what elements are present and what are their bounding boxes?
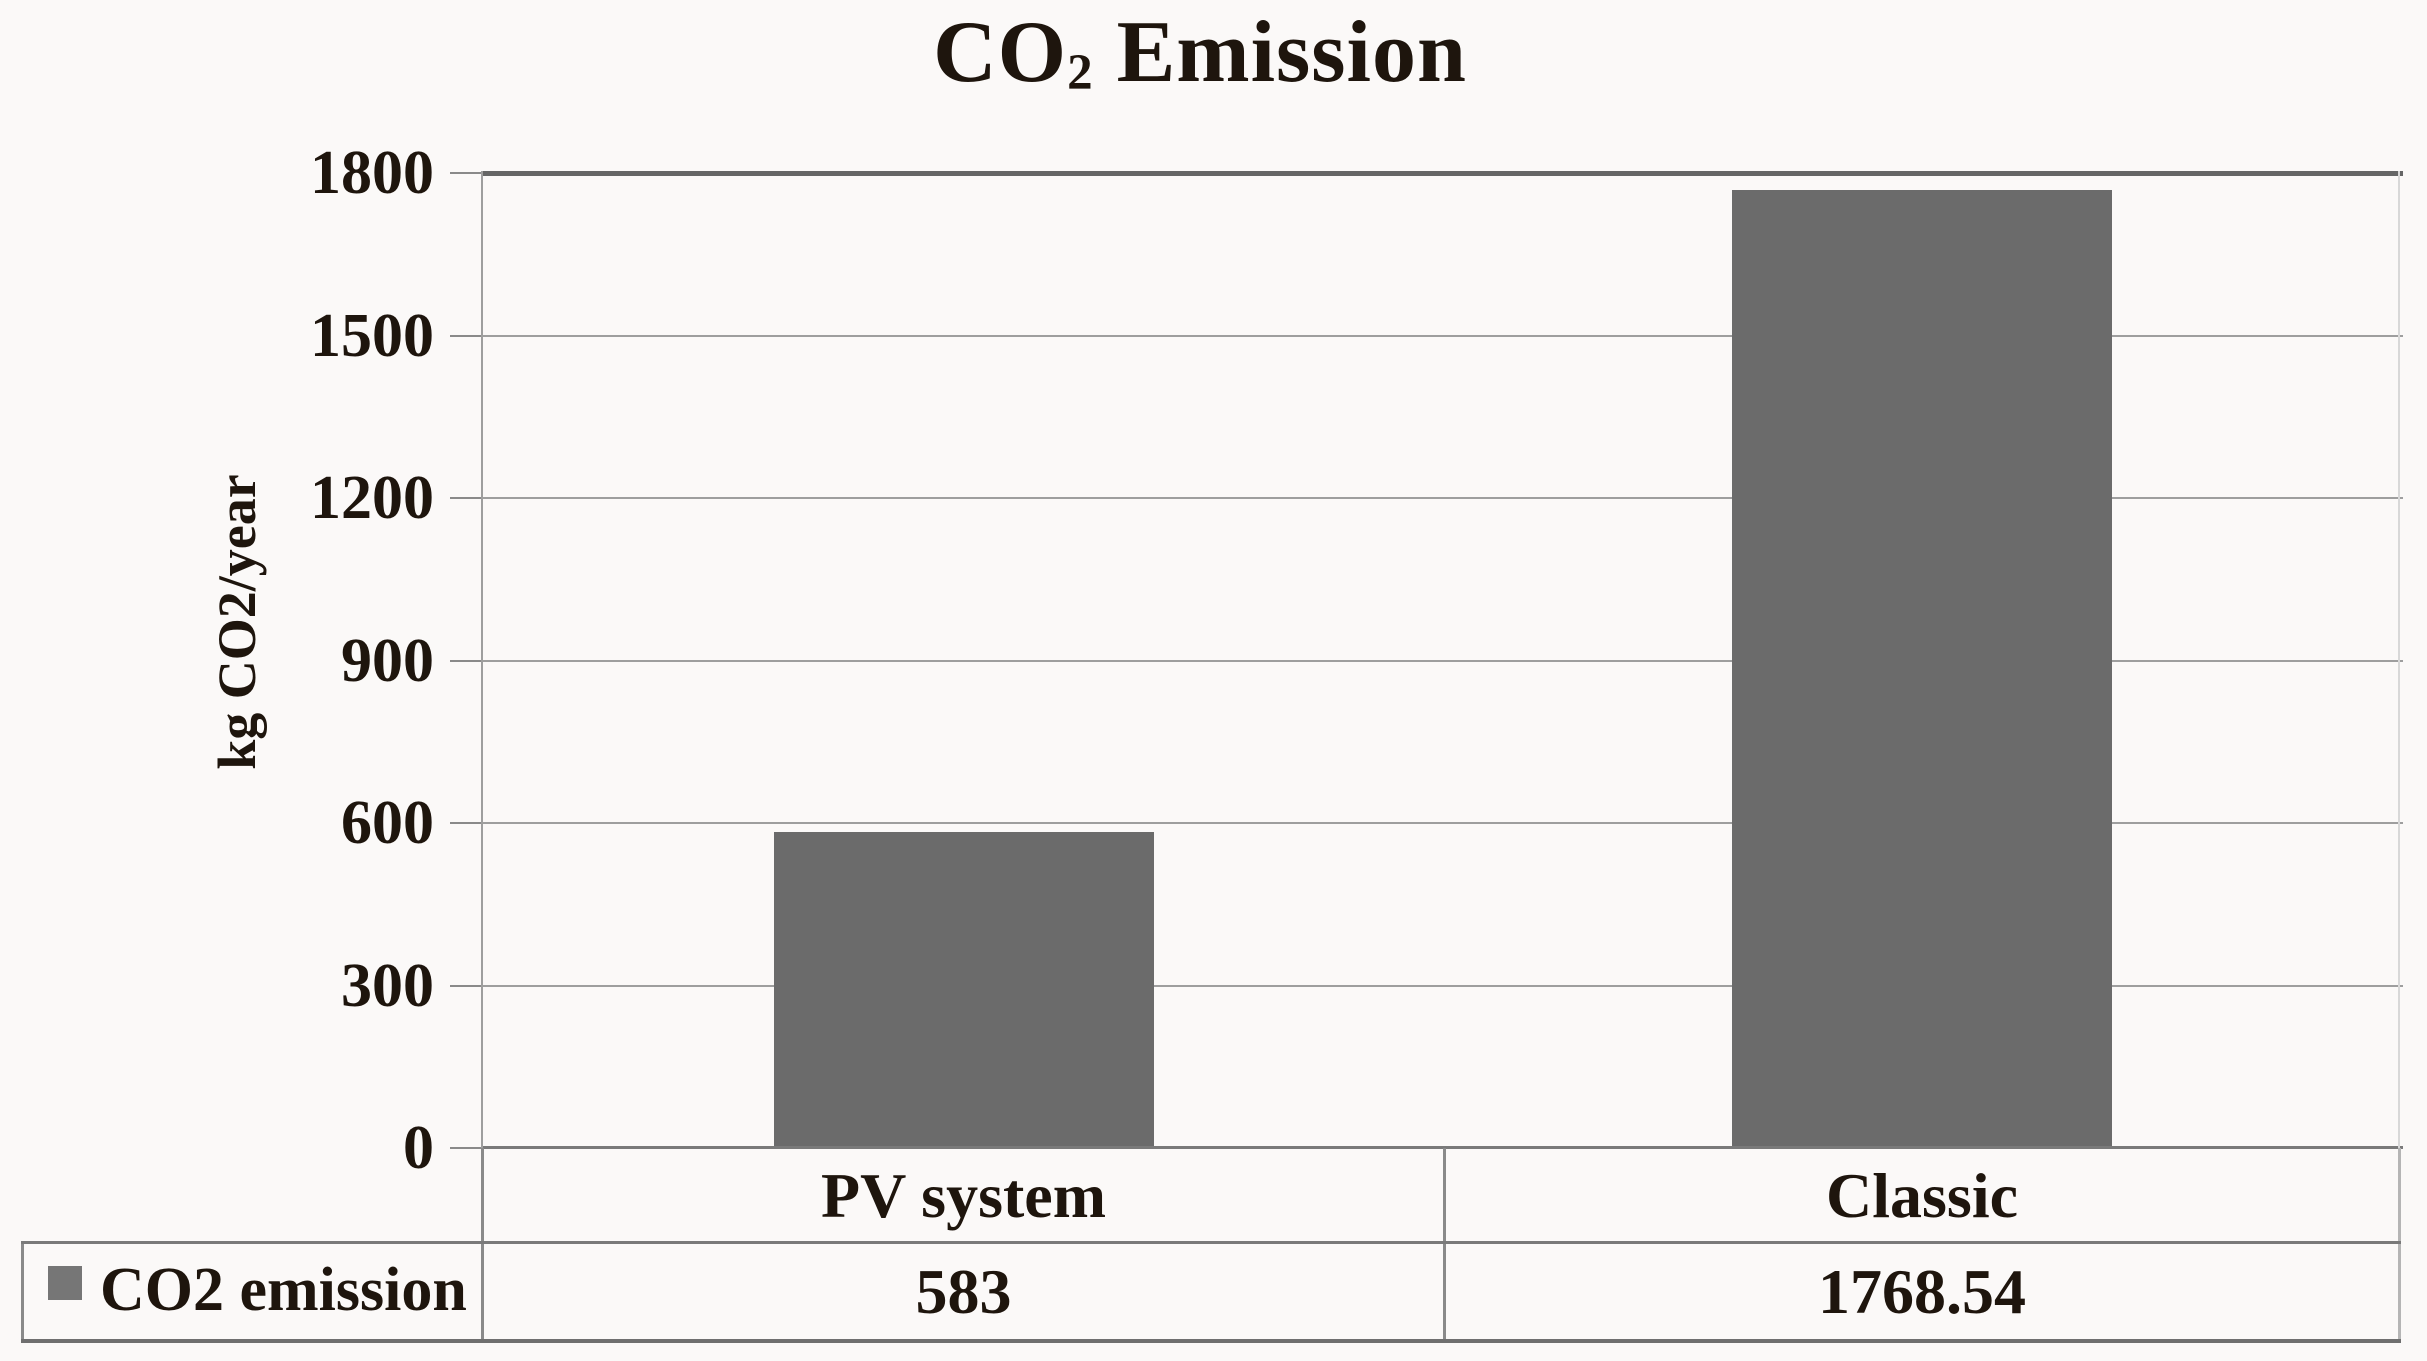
value-cell-pv-system: 583	[915, 1256, 1012, 1327]
table-border-outer-left	[21, 1242, 24, 1342]
chart-title-prefix: CO	[933, 4, 1068, 101]
table-divider-left	[481, 1148, 484, 1342]
bar-classic	[1732, 190, 2112, 1146]
gridline	[483, 335, 2403, 337]
value-cell-classic: 1768.54	[1818, 1256, 2026, 1327]
legend-swatch-icon	[48, 1266, 82, 1300]
gridline	[483, 822, 2403, 824]
x-axis-line	[483, 1146, 2403, 1149]
y-axis-line	[481, 171, 483, 1148]
category-label-classic: Classic	[1826, 1160, 2018, 1231]
table-bottom-border	[21, 1339, 2401, 1343]
gridline	[483, 985, 2403, 987]
y-tick-label: 900	[341, 627, 434, 695]
y-tick-label: 1800	[310, 139, 434, 207]
table-border-right	[2398, 1148, 2401, 1342]
bar-pv-system	[774, 832, 1154, 1146]
y-tick-label: 300	[341, 952, 434, 1020]
y-tick-mark	[450, 1147, 483, 1149]
y-tick-mark	[450, 335, 483, 337]
chart-title-suffix: Emission	[1093, 4, 1467, 101]
y-tick-label: 1500	[310, 302, 434, 370]
y-tick-label: 0	[403, 1114, 434, 1182]
plot-border-right	[2398, 171, 2400, 1148]
legend-label: CO2 emission	[100, 1256, 467, 1324]
table-divider-mid	[1443, 1148, 1446, 1342]
gridline	[483, 660, 2403, 662]
gridline	[483, 497, 2403, 499]
legend-cell: CO2 emission	[21, 1244, 481, 1338]
y-tick-mark	[450, 172, 483, 174]
y-tick-label: 600	[341, 789, 434, 857]
gridline-top	[483, 171, 2403, 176]
table-header-border	[21, 1241, 2401, 1244]
y-tick-mark	[450, 822, 483, 824]
category-label-pv-system: PV system	[821, 1160, 1106, 1231]
chart-title-subscript: 2	[1067, 45, 1094, 102]
y-tick-label: 1200	[310, 464, 434, 532]
y-tick-mark	[450, 985, 483, 987]
y-tick-mark	[450, 497, 483, 499]
chart-title: CO2 Emission	[0, 2, 2400, 103]
y-tick-mark	[450, 660, 483, 662]
